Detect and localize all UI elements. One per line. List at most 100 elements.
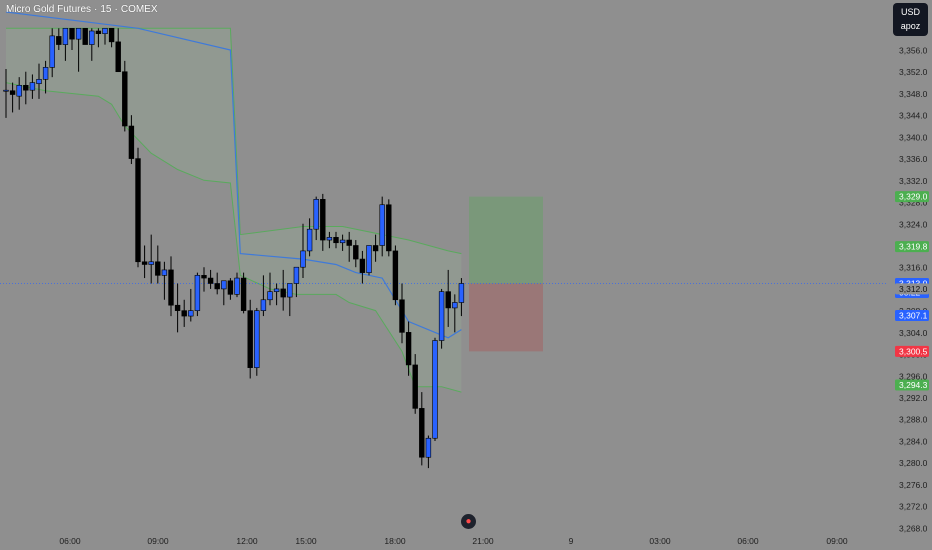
candle[interactable] (326, 231, 333, 249)
candle[interactable] (412, 354, 418, 414)
candle-body (260, 299, 267, 311)
candle[interactable] (333, 231, 339, 249)
candle[interactable] (62, 27, 69, 61)
candle[interactable] (36, 63, 42, 99)
candle[interactable] (300, 223, 306, 279)
candle[interactable] (320, 193, 326, 251)
candle[interactable] (432, 337, 438, 441)
candle[interactable] (438, 288, 445, 349)
candle[interactable] (280, 269, 286, 311)
candle[interactable] (29, 74, 36, 99)
candle[interactable] (108, 27, 115, 48)
candle[interactable] (339, 234, 346, 251)
candle[interactable] (214, 272, 220, 295)
candle-body (29, 82, 36, 91)
candle[interactable] (201, 267, 207, 292)
candle[interactable] (56, 28, 62, 50)
candle[interactable] (260, 275, 267, 317)
candle[interactable] (425, 435, 432, 469)
x-tick-label: 03:00 (649, 536, 671, 546)
candle[interactable] (188, 288, 194, 322)
candle[interactable] (141, 245, 148, 279)
candle-body (49, 35, 55, 68)
candle[interactable] (247, 299, 253, 379)
candle[interactable] (221, 280, 227, 306)
flame-icon[interactable]: ● (461, 514, 476, 529)
price-label-bg (895, 379, 929, 391)
candle[interactable] (293, 266, 300, 298)
candle[interactable] (174, 283, 181, 333)
candle[interactable] (306, 218, 313, 257)
price-label-text: 3,294.3 (899, 380, 928, 390)
candle-body (273, 288, 280, 292)
candle[interactable] (405, 321, 412, 376)
candle[interactable] (366, 245, 372, 276)
candle[interactable] (392, 245, 399, 306)
candle[interactable] (128, 115, 135, 165)
candle[interactable] (240, 272, 247, 314)
candle-body (234, 277, 240, 295)
candle[interactable] (419, 392, 425, 466)
candle[interactable] (353, 240, 359, 268)
candle[interactable] (207, 269, 214, 289)
candle[interactable] (458, 278, 465, 317)
price-label: 3,329.0 (895, 191, 929, 203)
candle[interactable] (267, 272, 273, 306)
candle[interactable] (379, 196, 385, 257)
candle-body (452, 302, 458, 309)
candle[interactable] (452, 294, 458, 333)
candle[interactable] (23, 71, 29, 105)
candle[interactable] (234, 272, 240, 298)
candle[interactable] (75, 27, 82, 72)
candle-body (23, 84, 29, 91)
candle[interactable] (3, 69, 9, 118)
candle[interactable] (42, 60, 49, 94)
candle[interactable] (181, 299, 187, 327)
target-zone[interactable] (469, 196, 543, 284)
candle[interactable] (313, 196, 319, 241)
candle-body (122, 71, 128, 127)
stop-zone[interactable] (469, 283, 543, 352)
candle[interactable] (69, 27, 75, 50)
candle[interactable] (95, 28, 102, 48)
symbol-title[interactable]: Micro Gold Futures · 15 · COMEX (6, 4, 158, 15)
scale-settings-box[interactable]: USD apoz (893, 3, 928, 36)
candle[interactable] (155, 245, 161, 284)
candle[interactable] (89, 28, 95, 61)
candle[interactable] (399, 283, 405, 344)
candle-body (82, 27, 88, 45)
candle[interactable] (115, 28, 121, 73)
candle-body (168, 269, 174, 306)
candle[interactable] (82, 27, 88, 45)
candle-body (108, 27, 115, 43)
candle[interactable] (346, 231, 352, 262)
candle[interactable] (49, 28, 55, 78)
candle[interactable] (254, 307, 260, 376)
candle-body (339, 239, 346, 244)
candle[interactable] (372, 234, 379, 262)
long-position-tool[interactable] (469, 196, 543, 352)
candle[interactable] (445, 269, 451, 327)
candle[interactable] (148, 234, 154, 284)
candle[interactable] (194, 272, 201, 317)
candle-body (201, 275, 207, 279)
candle[interactable] (122, 60, 128, 132)
candle[interactable] (386, 199, 392, 257)
candle[interactable] (287, 283, 293, 317)
time-axis[interactable]: 06:00 09:00 12:00 15:00 18:00 21:00 9 03:00 06:0… (59, 536, 848, 546)
candle[interactable] (135, 147, 141, 268)
candle[interactable] (102, 27, 108, 45)
interval-label: 15 (100, 4, 112, 15)
candle[interactable] (161, 261, 168, 300)
candle[interactable] (359, 250, 366, 284)
candle-body (438, 291, 445, 341)
candle[interactable] (9, 82, 16, 113)
candle[interactable] (168, 256, 174, 317)
candle-body (128, 125, 135, 159)
candle-body (161, 269, 168, 276)
candles[interactable] (3, 27, 465, 469)
candle[interactable] (16, 77, 22, 110)
candle[interactable] (227, 278, 234, 300)
candle[interactable] (273, 283, 280, 306)
